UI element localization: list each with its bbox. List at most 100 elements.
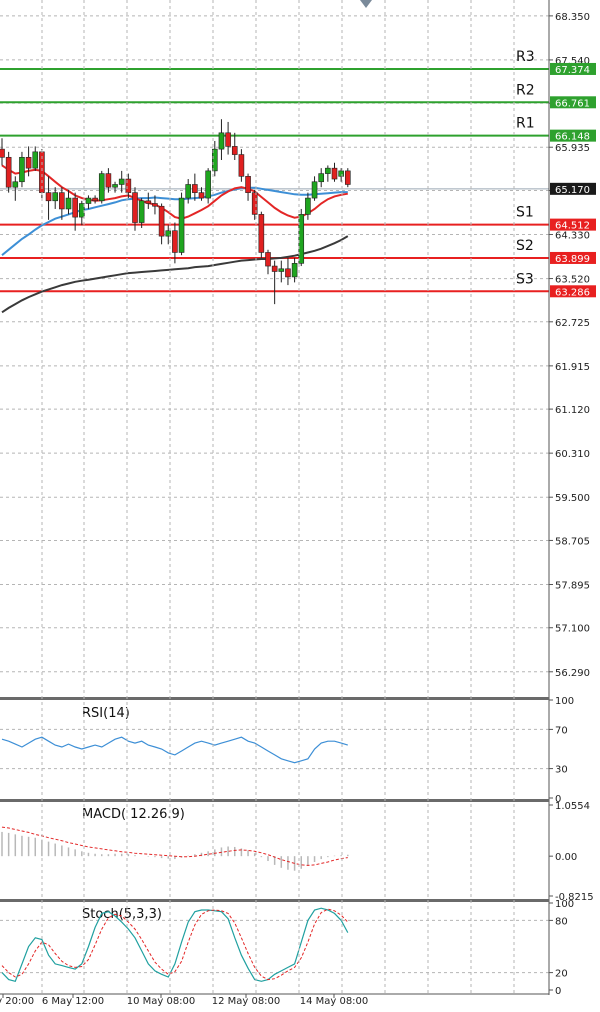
candle-body — [258, 214, 265, 253]
stoch-tick-label: 80 — [555, 916, 568, 927]
candle-body — [172, 230, 178, 253]
current-price-tag — [550, 182, 596, 195]
level-tag — [550, 62, 596, 75]
x-tick-label: 5 May 20:00 — [0, 996, 34, 1007]
stoch-tick-label: 20 — [555, 969, 568, 980]
candle-body — [158, 205, 165, 237]
stoch-d-line — [1, 908, 349, 981]
y-tick-label: 65.935 — [555, 143, 590, 154]
level-tag — [550, 96, 596, 109]
y-tick-label: 57.100 — [555, 624, 590, 635]
candle-body — [185, 184, 191, 199]
candle-body — [165, 230, 172, 237]
candle-body — [98, 173, 105, 202]
candle-body — [65, 197, 72, 210]
moving-average-blue — [1, 186, 348, 256]
panel-divider — [0, 899, 549, 902]
moving-average-red — [1, 164, 348, 220]
x-tick-label: 12 May 08:00 — [212, 996, 281, 1007]
level-label-r2: R2 — [516, 82, 535, 98]
level-tag — [550, 251, 596, 264]
candle-body — [198, 192, 205, 199]
level-tag — [550, 285, 596, 298]
y-tick-label: 64.330 — [555, 231, 590, 242]
macd-tick-label: -0.8215 — [555, 892, 594, 903]
level-value-s2: 63.899 — [555, 254, 590, 265]
stoch-panel: 100 80 20 0 Stoch(5,3,3) — [0, 899, 574, 997]
candle-body — [265, 252, 271, 267]
rsi-line — [1, 736, 348, 764]
candle-body — [12, 181, 19, 188]
candle-body — [291, 263, 298, 278]
y-tick-label: 59.500 — [555, 493, 590, 504]
level-tag — [550, 129, 596, 142]
candle-body — [45, 192, 52, 202]
rsi-tick-label: 0 — [555, 794, 561, 805]
level-label-s2: S2 — [516, 238, 534, 254]
candle-body — [178, 197, 185, 253]
x-tick-label: 6 May 12:00 — [42, 996, 104, 1007]
y-tick-label: 56.290 — [555, 668, 590, 679]
shift-marker-icon — [360, 0, 372, 8]
rsi-tick-label: 70 — [555, 725, 568, 736]
candle-body — [19, 156, 25, 183]
candle-body — [138, 200, 145, 223]
y-tick-label: 61.120 — [555, 405, 590, 416]
candle-body — [225, 132, 231, 147]
candle-body — [145, 200, 152, 204]
candle-body — [0, 148, 5, 158]
level-value-r1: 66.148 — [555, 132, 590, 143]
candle-body — [152, 203, 158, 207]
candle-body — [105, 173, 112, 188]
candle-body — [85, 197, 92, 204]
panel-divider — [0, 697, 549, 700]
y-tick-label: 60.310 — [555, 449, 590, 460]
y-tick-label: 62.725 — [555, 318, 590, 329]
macd-tick-label: 1.0554 — [555, 801, 590, 812]
candle-body — [52, 192, 59, 202]
macd-tick-label: 0.00 — [555, 852, 577, 863]
level-label-r1: R1 — [516, 116, 535, 132]
candle-body — [205, 170, 211, 199]
x-tick-label: 14 May 08:00 — [300, 996, 369, 1007]
candle-body — [298, 214, 305, 264]
candle-body — [92, 197, 98, 202]
candle-body — [59, 192, 65, 210]
candle-body — [344, 170, 351, 185]
moving-average-black — [1, 235, 349, 314]
candle-body — [112, 184, 118, 188]
level-label-s3: S3 — [516, 271, 534, 287]
candle-body — [311, 181, 318, 199]
rsi-title: RSI(14) — [82, 706, 130, 721]
candle-body — [212, 148, 218, 172]
candle-body — [271, 265, 278, 272]
candle-body — [338, 170, 344, 177]
level-tag — [550, 218, 596, 231]
y-tick-label: 61.915 — [555, 362, 590, 373]
candle-body — [231, 146, 238, 155]
stoch-k-line — [1, 907, 349, 983]
candle-body — [218, 132, 225, 150]
candle-body — [245, 176, 251, 193]
panel-divider — [0, 799, 549, 802]
y-tick-label: 57.895 — [555, 580, 590, 591]
y-tick-label: 63.520 — [555, 275, 590, 286]
rsi-panel: 100 70 30 0 RSI(14) — [0, 696, 574, 805]
candle-body — [278, 268, 285, 272]
level-label-s1: S1 — [516, 205, 534, 221]
candle-body — [125, 178, 132, 193]
y-tick-label: 68.350 — [555, 12, 590, 23]
x-axis: 5 May 20:00 6 May 12:00 10 May 08:00 12 May… — [0, 994, 368, 1007]
level-value-r2: 66.761 — [555, 98, 590, 109]
y-tick-label: 58.705 — [555, 536, 590, 547]
level-label-r3: R3 — [516, 49, 535, 65]
candle-body — [32, 151, 39, 169]
candle-body — [318, 173, 325, 183]
macd-signal-line — [1, 826, 348, 866]
level-value-s1: 64.512 — [555, 221, 590, 232]
rsi-tick-label: 100 — [555, 696, 574, 707]
candle-body — [305, 197, 311, 215]
y-tick-label: 67.540 — [555, 56, 590, 67]
candle-body — [118, 178, 125, 185]
